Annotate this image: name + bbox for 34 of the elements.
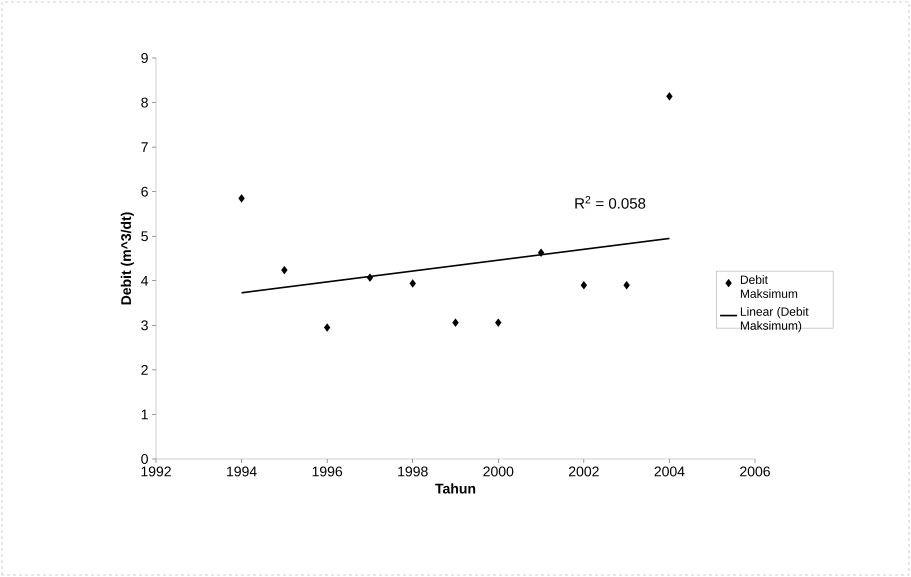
y-tick-label: 1 — [142, 410, 148, 420]
point — [410, 279, 416, 288]
point — [324, 323, 330, 332]
y-tick-label: 5 — [141, 231, 148, 242]
x-tick-label: 1992 — [142, 466, 171, 476]
point — [238, 194, 245, 203]
y-tick-label: 8 — [141, 98, 148, 108]
x-tick-label: 2002 — [568, 466, 599, 476]
point — [538, 248, 544, 257]
y-tick-label: 9 — [141, 53, 148, 63]
x-tick-label: 1998 — [398, 466, 428, 476]
point — [623, 281, 630, 290]
y-tick-label: 2 — [141, 364, 148, 375]
annotation: R$^{2}$ = 0.058 — [575, 196, 646, 209]
legend-label: Debit Maksimum — [740, 275, 798, 298]
point — [366, 273, 374, 282]
point — [452, 318, 459, 327]
x-tick-label: 2000 — [483, 466, 514, 476]
x-tick-label: 1994 — [227, 466, 257, 476]
point — [495, 318, 502, 327]
y-tick-label: 3 — [141, 320, 148, 330]
point — [666, 92, 673, 101]
x-tick-label: 2006 — [740, 466, 770, 476]
y-tick-label: 7 — [141, 142, 148, 152]
point — [281, 266, 288, 274]
y-tick-label: 4 — [141, 276, 148, 286]
legend-label: Linear (Debit Maksimum) — [740, 307, 809, 332]
y-tick-label: 0 — [141, 454, 148, 464]
x-tick-label: 1996 — [312, 466, 342, 476]
point — [580, 281, 588, 290]
y-tick-label: 6 — [141, 186, 148, 197]
y-axis-title: Debit (m^3/dt) — [120, 212, 134, 304]
x-axis-title: Tahun — [435, 483, 476, 494]
x-tick-label: 2004 — [654, 466, 685, 476]
